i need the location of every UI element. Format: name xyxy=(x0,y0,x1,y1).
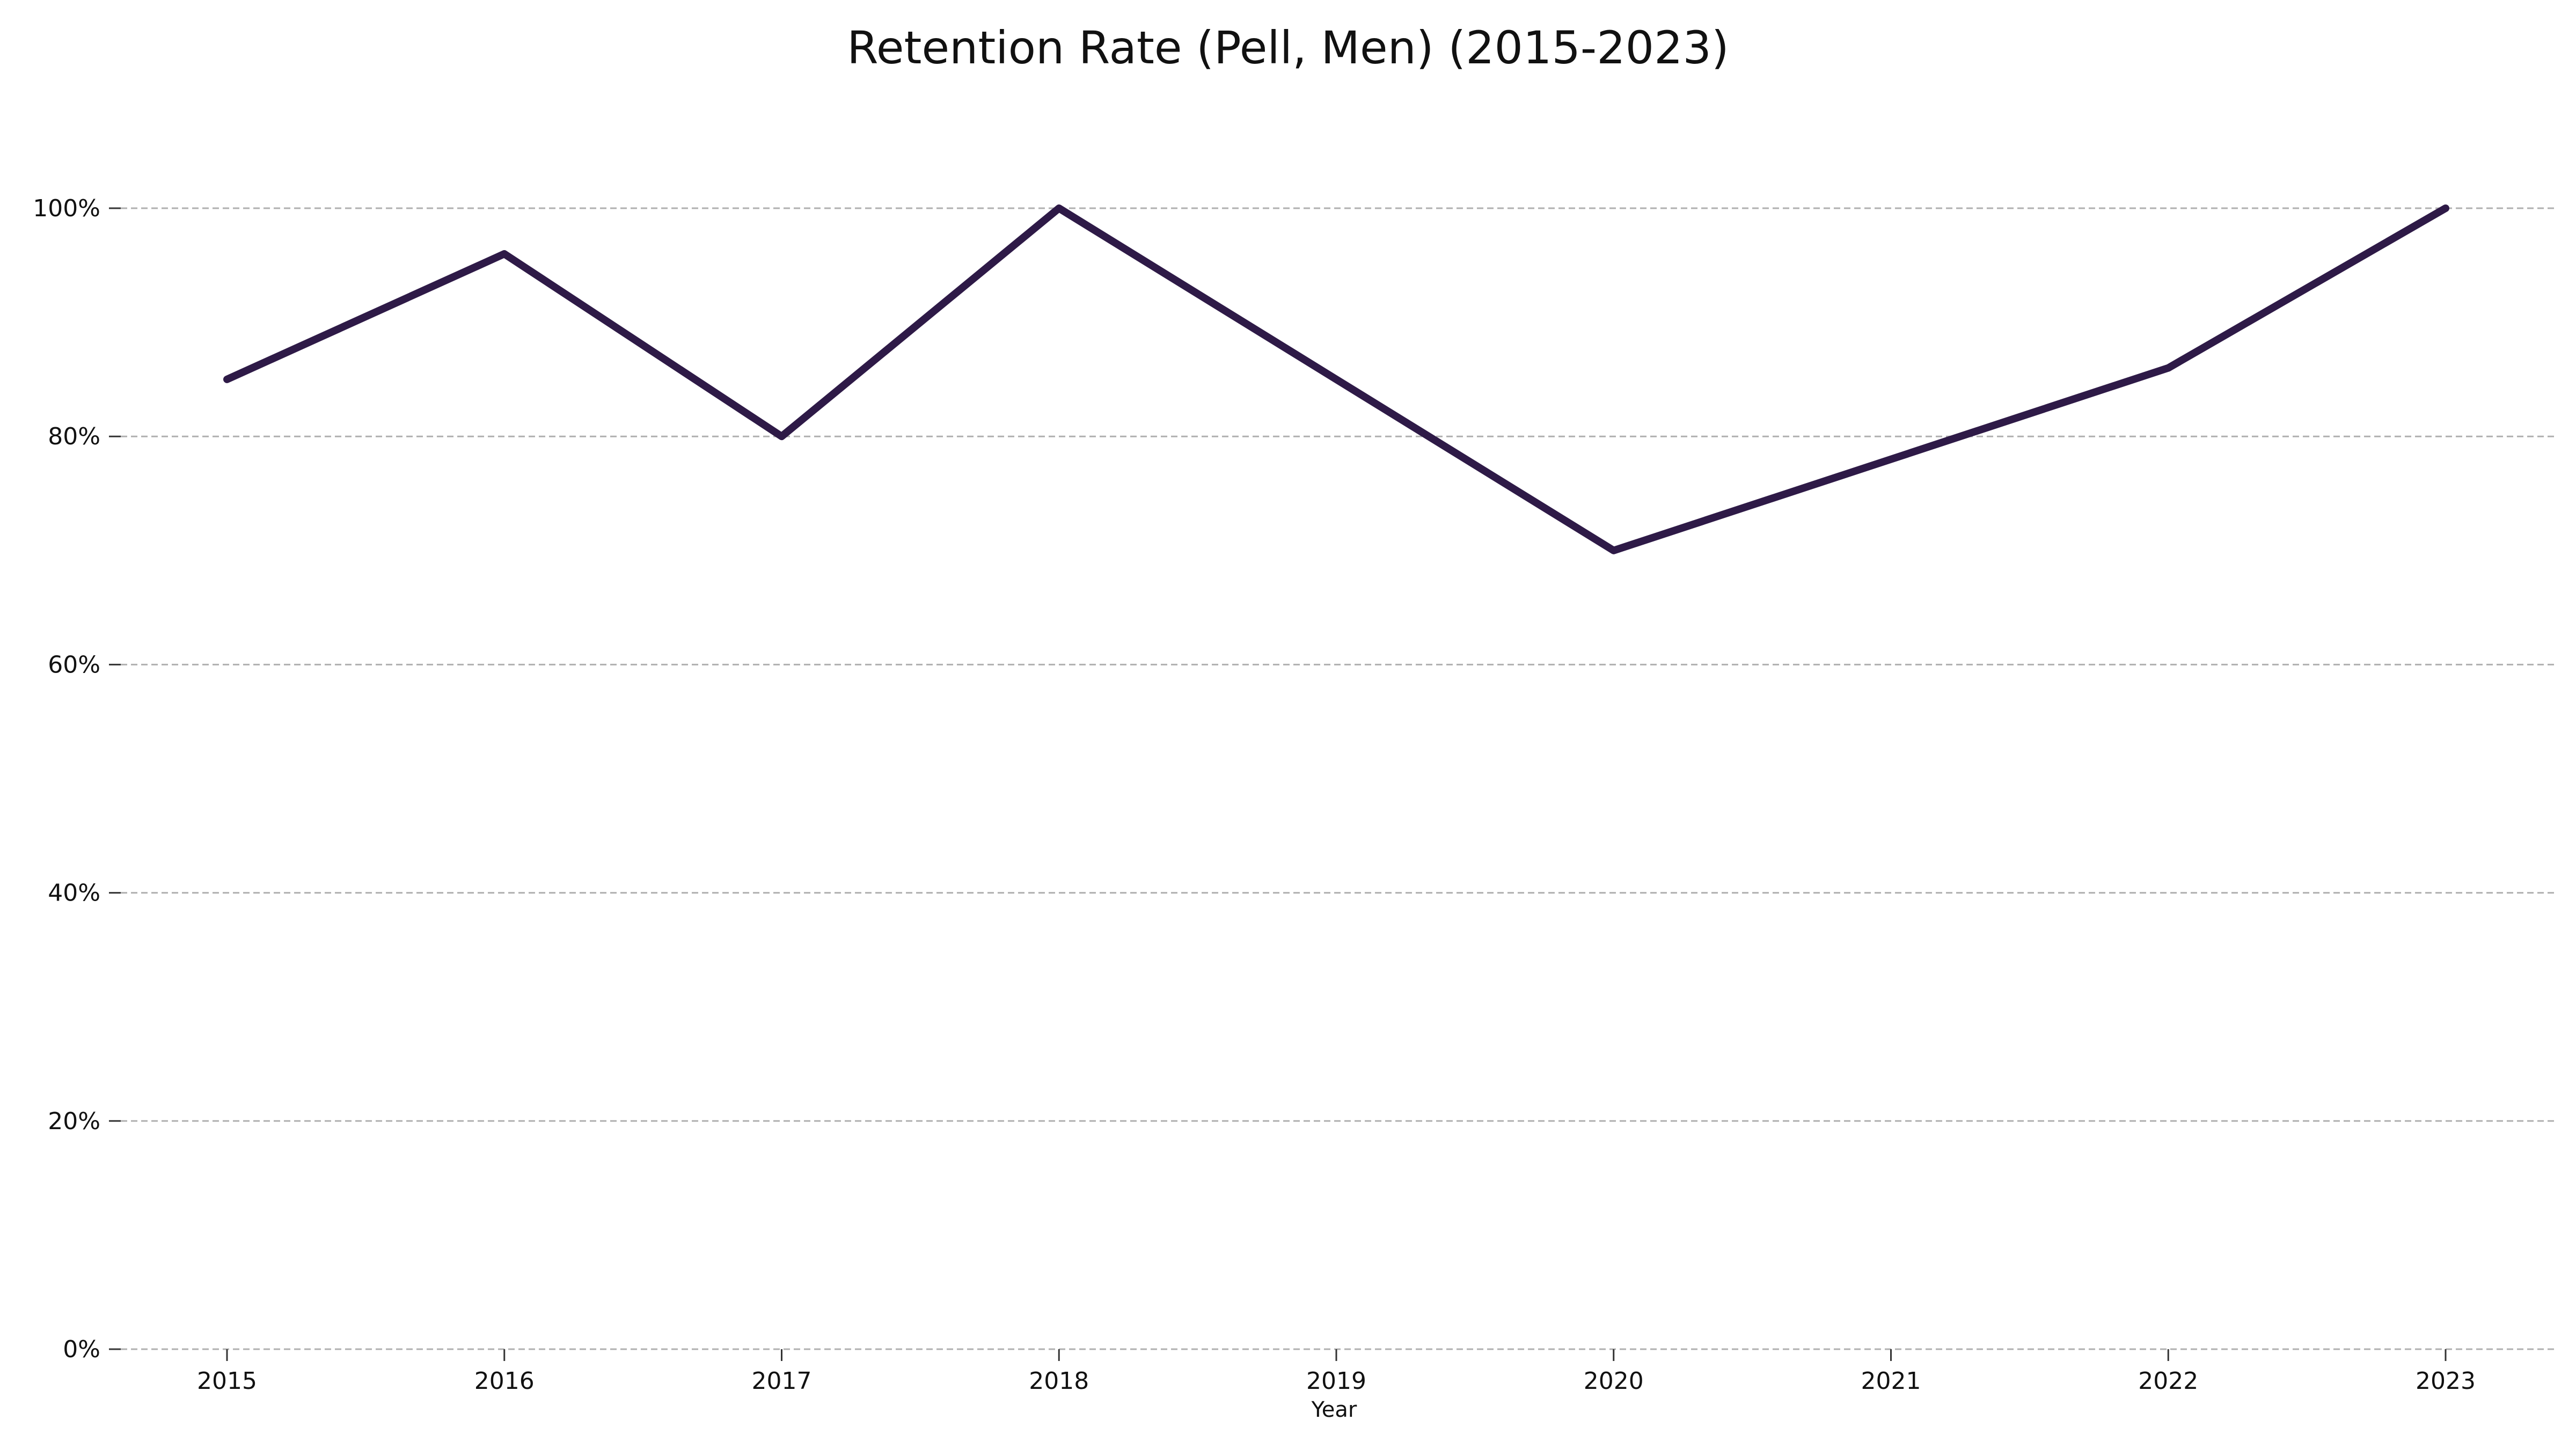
data-point xyxy=(501,251,507,257)
x-axis-label: Year xyxy=(1311,1397,1357,1422)
y-tick-label: 40% xyxy=(48,880,100,907)
data-point xyxy=(2165,365,2171,371)
data-point xyxy=(1888,456,1894,462)
data-point xyxy=(1334,376,1339,382)
x-tick-label: 2018 xyxy=(1029,1367,1089,1395)
data-point xyxy=(2443,206,2448,211)
y-tick-label: 0% xyxy=(63,1336,100,1363)
data-point xyxy=(1056,206,1062,211)
x-tick-label: 2023 xyxy=(2416,1367,2476,1395)
y-tick-label: 100% xyxy=(33,195,100,222)
series-layer xyxy=(223,204,2449,554)
x-tick-label: 2015 xyxy=(197,1367,257,1395)
x-axis-ticks: 2015 2016 2017 2018 2019 2020 2021 2022 2023 xyxy=(197,1349,2476,1395)
x-tick-label: 2021 xyxy=(1861,1367,1921,1395)
x-tick-label: 2019 xyxy=(1306,1367,1366,1395)
gridlines xyxy=(121,207,2555,1350)
y-tick-label: 80% xyxy=(48,423,100,450)
y-axis-ticks: 0% 20% 40% 60% 80% 100% xyxy=(33,195,121,1363)
data-point xyxy=(224,376,230,382)
data-point xyxy=(1611,547,1616,553)
y-tick-label: 20% xyxy=(48,1108,100,1135)
y-tick-label: 60% xyxy=(48,651,100,678)
data-point xyxy=(779,434,785,440)
x-tick-label: 2022 xyxy=(2138,1367,2198,1395)
x-tick-label: 2016 xyxy=(474,1367,535,1395)
chart-title: Retention Rate (Pell, Men) (2015-2023) xyxy=(847,21,1729,74)
x-tick-label: 2017 xyxy=(752,1367,812,1395)
x-tick-label: 2020 xyxy=(1584,1367,1644,1395)
